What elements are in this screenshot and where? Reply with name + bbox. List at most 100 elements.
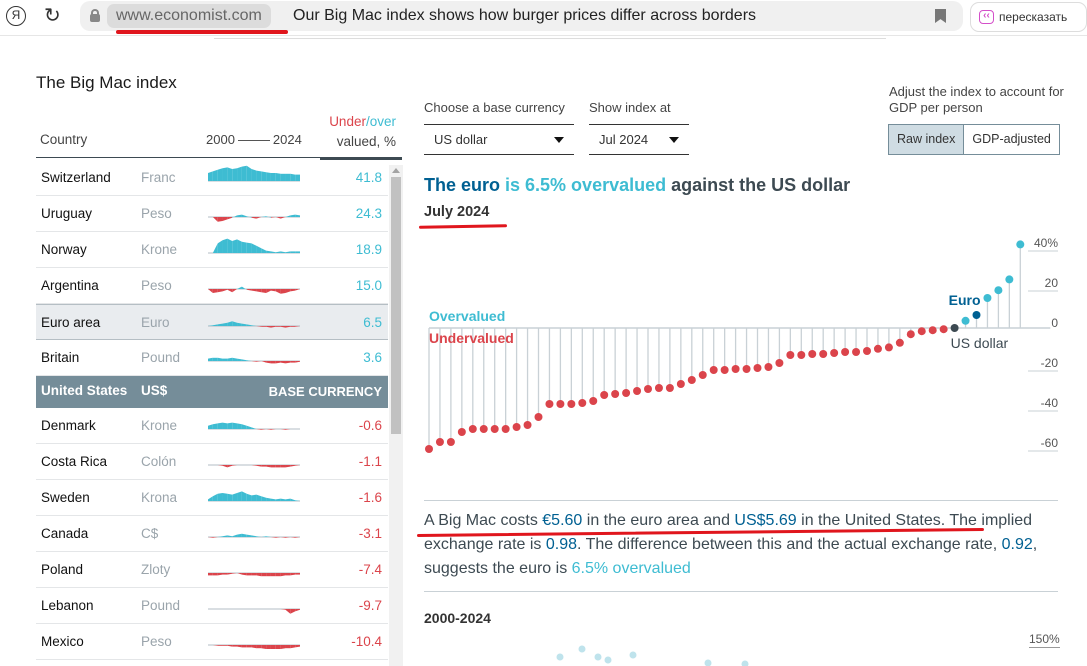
sparkline-segment xyxy=(232,321,238,326)
sparkline-segment xyxy=(256,289,262,293)
table-row[interactable]: Mexico Peso -10.4 xyxy=(36,624,388,660)
column-header-value[interactable]: Under/over valued, % xyxy=(329,112,396,152)
sparkline-segment xyxy=(246,165,252,181)
currency-name: Colón xyxy=(141,454,177,469)
table-row[interactable]: Sweden Krona -1.6 xyxy=(36,480,388,516)
sparkline-segment xyxy=(270,573,276,577)
sparkline-segment xyxy=(222,493,228,501)
currency-name: US$ xyxy=(141,383,168,398)
lollipop-dot xyxy=(611,390,620,398)
sparkline-segment xyxy=(251,535,257,537)
domain-chip[interactable]: www.economist.com xyxy=(107,4,271,28)
scrollbar[interactable] xyxy=(389,165,403,666)
sparkline-segment xyxy=(208,171,213,181)
sparkline-segment xyxy=(237,239,242,253)
sparkline-segment xyxy=(295,361,300,363)
sparkline-segment xyxy=(290,361,296,363)
sparkline-segment xyxy=(280,361,286,364)
table-row[interactable]: Denmark Krone -0.6 xyxy=(36,408,388,444)
unit-label: valued, % xyxy=(336,134,396,149)
base-currency-select[interactable]: US dollar xyxy=(424,124,574,155)
sparkline xyxy=(208,491,300,502)
lollipop-dot xyxy=(556,400,565,408)
bookmark-icon[interactable] xyxy=(935,9,946,23)
lollipop-dot xyxy=(578,399,587,407)
reload-icon[interactable]: ↻ xyxy=(44,5,61,27)
table-row[interactable]: Euro area Euro 6.5 xyxy=(36,304,388,340)
table-row[interactable]: Poland Zloty -7.4 xyxy=(36,552,388,588)
sparkline-segment xyxy=(290,537,296,538)
sparkline-segment xyxy=(217,240,223,253)
sparkline-segment xyxy=(241,323,247,326)
sparkline xyxy=(208,357,300,364)
euro-label: Euro xyxy=(949,292,981,308)
sparkline-segment xyxy=(208,573,213,576)
currency-name: Pound xyxy=(141,350,181,365)
history-dot xyxy=(741,660,749,666)
table-row[interactable]: Switzerland Franc 41.8 xyxy=(36,160,388,196)
sparkline xyxy=(208,533,300,538)
sparkline-segment xyxy=(227,535,233,537)
lollipop-dot xyxy=(687,376,696,384)
history-dot xyxy=(629,651,637,659)
lollipop-dot xyxy=(479,425,488,433)
table-row[interactable]: Costa Rica Colón -1.1 xyxy=(36,444,388,480)
sparkline-segment xyxy=(251,494,257,501)
sparkline-segment xyxy=(266,172,271,181)
gdp-adjusted-button[interactable]: GDP-adjusted xyxy=(972,132,1051,146)
lollipop-dot xyxy=(808,350,817,358)
table-row[interactable]: Canada C$ -3.1 xyxy=(36,516,388,552)
sparkline-segment xyxy=(285,326,291,328)
sparkline-segment xyxy=(232,215,238,218)
sparkline-segment xyxy=(266,573,271,577)
table-row[interactable]: Britain Pound 3.6 xyxy=(36,340,388,376)
scroll-up-arrow-icon[interactable] xyxy=(392,168,400,173)
retell-label: пересказать xyxy=(999,10,1068,24)
sparkline-segment xyxy=(212,169,218,181)
retell-button[interactable]: ‹‹ пересказать xyxy=(970,2,1087,32)
lollipop-dot xyxy=(928,326,937,335)
sparkline-segment xyxy=(246,534,252,537)
show-index-value: Jul 2024 xyxy=(599,132,649,147)
country-name: Britain xyxy=(41,350,80,365)
sparkline-segment xyxy=(212,645,218,646)
show-index-select[interactable]: Jul 2024 xyxy=(589,124,689,155)
sparkline-segment xyxy=(285,573,291,576)
text: , suggests the euro is xyxy=(424,536,1038,577)
country-name: Lebanon xyxy=(41,598,94,613)
lollipop-dot xyxy=(906,330,915,339)
caret-down-icon xyxy=(669,137,679,143)
sparkline-segment xyxy=(222,358,228,361)
base-currency-badge: BASE CURRENCY xyxy=(268,384,382,399)
table-row[interactable]: Lebanon Pound -9.7 xyxy=(36,588,388,624)
table-row[interactable]: United States US$ BASE CURRENCY xyxy=(36,376,388,408)
table-row[interactable]: Uruguay Peso 24.3 xyxy=(36,196,388,232)
sparkline-segment xyxy=(237,573,242,575)
sparkline-segment xyxy=(212,537,218,538)
lollipop-dot xyxy=(523,421,532,429)
sparkline-segment xyxy=(222,465,228,468)
scroll-thumb[interactable] xyxy=(391,177,401,434)
lollipop-dot xyxy=(425,445,433,453)
lollipop-dot xyxy=(622,389,631,397)
table-row[interactable]: Norway Krone 18.9 xyxy=(36,232,388,268)
history-dot xyxy=(578,645,586,653)
lollipop-dot xyxy=(841,348,850,356)
table-row[interactable]: Argentina Peso 15.0 xyxy=(36,268,388,304)
lock-icon[interactable] xyxy=(90,9,100,22)
yandex-logo-icon[interactable]: Я xyxy=(6,6,26,26)
sparkline-segment xyxy=(237,214,242,217)
column-header-country[interactable]: Country xyxy=(40,132,88,147)
sparkline-segment xyxy=(261,248,267,253)
sparkline-segment xyxy=(237,358,242,361)
divider xyxy=(424,500,1058,501)
sparkline-segment xyxy=(295,251,300,253)
sparkline-segment xyxy=(227,645,233,647)
raw-index-button[interactable]: Raw index xyxy=(889,125,965,154)
sparkline-segment xyxy=(212,357,218,361)
sparkline-segment xyxy=(232,645,238,647)
sparkline-segment xyxy=(256,494,262,501)
address-bar[interactable]: www.economist.com Our Big Mac index show… xyxy=(80,1,963,31)
sparkline-segment xyxy=(270,289,276,292)
explanation-text: A Big Mac costs €5.60 in the euro area a… xyxy=(424,509,1064,581)
